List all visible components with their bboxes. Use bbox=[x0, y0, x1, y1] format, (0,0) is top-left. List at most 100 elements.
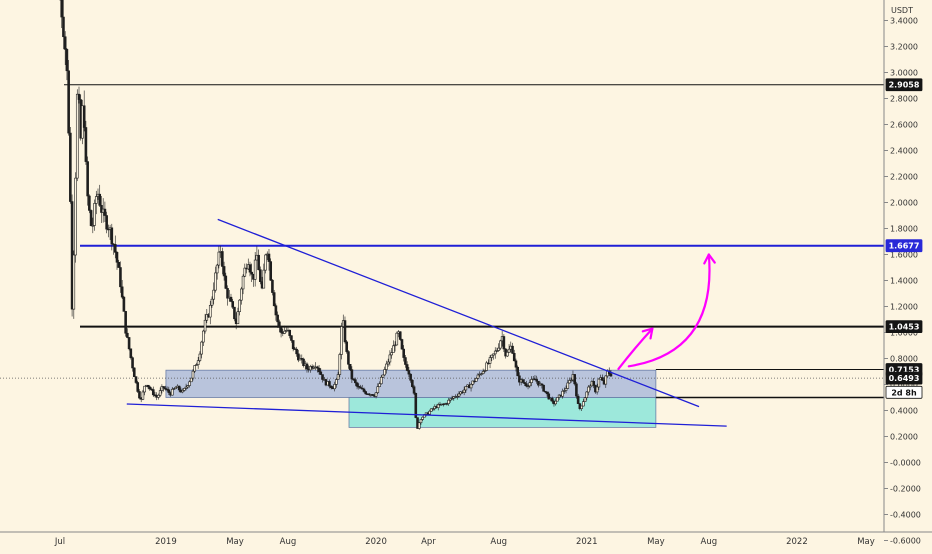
candle-body bbox=[295, 348, 298, 355]
candle-body bbox=[329, 385, 333, 388]
candle-body bbox=[457, 393, 461, 397]
candle-body bbox=[525, 383, 528, 387]
candle-body bbox=[490, 354, 494, 358]
candle-body bbox=[554, 400, 557, 405]
candle-body bbox=[381, 374, 385, 378]
candle-body bbox=[119, 267, 122, 288]
candle-body bbox=[428, 410, 431, 415]
candle-body bbox=[65, 49, 69, 72]
candle-body bbox=[110, 227, 114, 245]
candle-body bbox=[385, 363, 388, 370]
x-axis-label: May bbox=[647, 537, 665, 547]
candle-body bbox=[317, 367, 321, 373]
candle-body bbox=[224, 275, 228, 289]
candle-body bbox=[113, 244, 117, 253]
candle-body bbox=[103, 208, 107, 216]
candle-body bbox=[200, 341, 203, 355]
candle-body bbox=[62, 16, 65, 38]
x-axis-label: Jul bbox=[54, 537, 65, 547]
candle-body bbox=[69, 132, 72, 202]
candle-body bbox=[191, 370, 195, 379]
candle-body bbox=[117, 261, 121, 268]
candle-body bbox=[88, 195, 91, 211]
candle-body bbox=[196, 360, 200, 365]
candle-body bbox=[181, 390, 184, 393]
candle-body bbox=[376, 386, 380, 393]
candle-body bbox=[580, 405, 583, 409]
candle-body bbox=[203, 319, 207, 332]
candle-body bbox=[355, 382, 359, 387]
y-tick-label: 2.6000 bbox=[890, 121, 918, 130]
candle-body bbox=[271, 279, 274, 293]
candle-body bbox=[419, 419, 423, 424]
y-tick-label: -0.2000 bbox=[890, 485, 921, 494]
price-badge-0: 2.9058 bbox=[889, 81, 920, 90]
candle-body bbox=[535, 379, 538, 382]
x-axis-label: 2019 bbox=[155, 537, 177, 547]
candle-body bbox=[362, 388, 366, 392]
candle-body bbox=[148, 386, 152, 390]
y-tick-label: 2.0000 bbox=[890, 199, 918, 208]
candle-body bbox=[333, 384, 336, 390]
candle-body bbox=[60, 0, 64, 18]
candle-body bbox=[208, 304, 212, 318]
candle-body bbox=[279, 327, 283, 333]
candle-body bbox=[134, 376, 138, 383]
x-axis-labels[interactable]: Jul 2019 May Aug 2020 Apr Aug 2021 May Aug 2022 May bbox=[54, 537, 875, 547]
y-tick-label: -0.4000 bbox=[890, 511, 921, 520]
x-axis-label: Aug bbox=[280, 537, 297, 547]
candle-body bbox=[345, 341, 349, 352]
x-axis-label: May bbox=[857, 537, 875, 547]
y-tick-label: 2.2000 bbox=[890, 173, 918, 182]
candle-body bbox=[233, 306, 236, 320]
candle-body bbox=[74, 177, 77, 256]
y-tick-label: 2.4000 bbox=[890, 147, 918, 156]
y-tick-label: 0.4000 bbox=[890, 407, 918, 416]
candle-body bbox=[214, 272, 217, 291]
candle-body bbox=[528, 382, 532, 387]
candle-body bbox=[291, 340, 295, 350]
candle-body bbox=[392, 345, 395, 353]
candle-body bbox=[379, 376, 383, 385]
candle-body bbox=[241, 275, 245, 290]
candle-body bbox=[127, 337, 131, 350]
candle-body bbox=[521, 379, 525, 383]
candle-body bbox=[583, 397, 587, 403]
y-tick-label: 3.0000 bbox=[890, 69, 918, 78]
candle-body bbox=[514, 360, 518, 368]
candle-body bbox=[540, 383, 544, 386]
candle-body bbox=[184, 386, 188, 389]
candle-body bbox=[198, 353, 202, 361]
candle-body bbox=[431, 408, 435, 410]
candle-body bbox=[405, 364, 409, 371]
y-tick-label: 3.2000 bbox=[890, 43, 918, 52]
candle-body bbox=[597, 378, 601, 388]
candle-body bbox=[495, 350, 499, 352]
candle-body bbox=[158, 390, 162, 396]
candle-body bbox=[167, 389, 171, 393]
candle-body bbox=[229, 296, 233, 302]
x-axis-label: Aug bbox=[701, 537, 718, 547]
candle-body bbox=[480, 373, 483, 375]
candle-body bbox=[157, 394, 160, 398]
candle-body bbox=[348, 364, 352, 370]
extra-badge-0: 0.6493 bbox=[889, 374, 920, 383]
candle-body bbox=[371, 394, 374, 396]
candle-body bbox=[267, 253, 271, 262]
extra-badge-1-bg bbox=[885, 385, 923, 399]
long-arrow bbox=[627, 253, 711, 368]
price-badge-2-bg bbox=[885, 320, 923, 334]
candle-body bbox=[347, 351, 350, 365]
candle-body bbox=[160, 386, 164, 391]
candle-body bbox=[518, 375, 521, 383]
candle-body bbox=[188, 381, 191, 386]
candle-body bbox=[136, 382, 140, 392]
x-axis-label: 2020 bbox=[365, 537, 387, 547]
y-tick-label: 0.8000 bbox=[890, 355, 918, 364]
candle-body bbox=[98, 193, 102, 206]
x-axis-label: May bbox=[226, 537, 244, 547]
y-axis-ticks[interactable]: 3.4000 3.2000 3.0000 2.8000 2.6000 2.4000 2.20… bbox=[884, 17, 921, 546]
candle-body bbox=[497, 347, 500, 351]
